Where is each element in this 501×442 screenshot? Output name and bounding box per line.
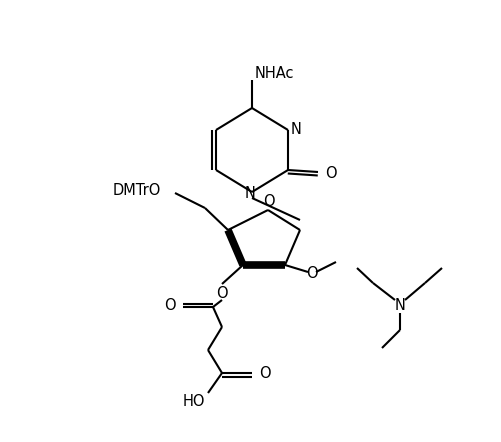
Text: N: N <box>244 187 255 202</box>
Text: O: O <box>164 298 175 313</box>
Text: O: O <box>325 165 336 180</box>
Text: O: O <box>259 366 270 381</box>
Text: NHAc: NHAc <box>254 66 293 81</box>
Text: O: O <box>306 267 317 282</box>
Text: O: O <box>216 286 227 301</box>
Text: N: N <box>290 122 301 137</box>
Text: DMTrO: DMTrO <box>113 183 161 198</box>
Text: N: N <box>394 297 405 312</box>
Text: O: O <box>263 194 274 210</box>
Text: HO: HO <box>182 393 205 408</box>
